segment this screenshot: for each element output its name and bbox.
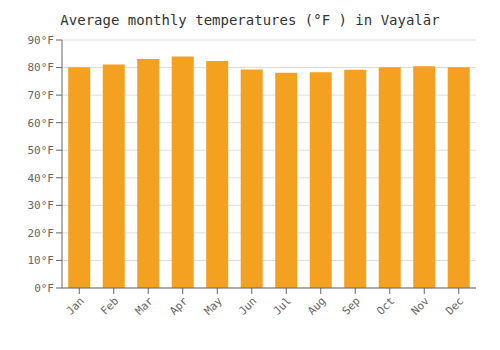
svg-text:60°F: 60°F xyxy=(28,117,55,130)
svg-text:Feb: Feb xyxy=(98,294,121,317)
svg-text:20°F: 20°F xyxy=(28,227,55,240)
svg-text:Nov: Nov xyxy=(409,294,433,318)
svg-text:10°F: 10°F xyxy=(28,254,55,267)
svg-text:50°F: 50°F xyxy=(28,144,55,157)
svg-text:80°F: 80°F xyxy=(28,61,55,74)
svg-text:Sep: Sep xyxy=(340,294,363,317)
svg-text:30°F: 30°F xyxy=(28,199,55,212)
svg-text:Jan: Jan xyxy=(64,294,87,317)
svg-text:0°F: 0°F xyxy=(34,282,54,295)
svg-text:Jul: Jul xyxy=(271,294,294,317)
html-text:Average monthly temperatures (: Average monthly temperatures (°F ) in Va… xyxy=(60,12,440,28)
svg-text:Mar: Mar xyxy=(133,294,157,318)
svg-text:Jun: Jun xyxy=(236,294,259,317)
svg-text:Aug: Aug xyxy=(305,294,328,317)
svg-text:Oct: Oct xyxy=(374,294,397,317)
svg-text:Dec: Dec xyxy=(443,294,466,317)
svg-text:Apr: Apr xyxy=(167,294,191,318)
svg-text:70°F: 70°F xyxy=(28,89,55,102)
svg-text:May: May xyxy=(202,294,226,318)
svg-text:40°F: 40°F xyxy=(28,172,55,185)
svg-text:90°F: 90°F xyxy=(28,34,55,47)
